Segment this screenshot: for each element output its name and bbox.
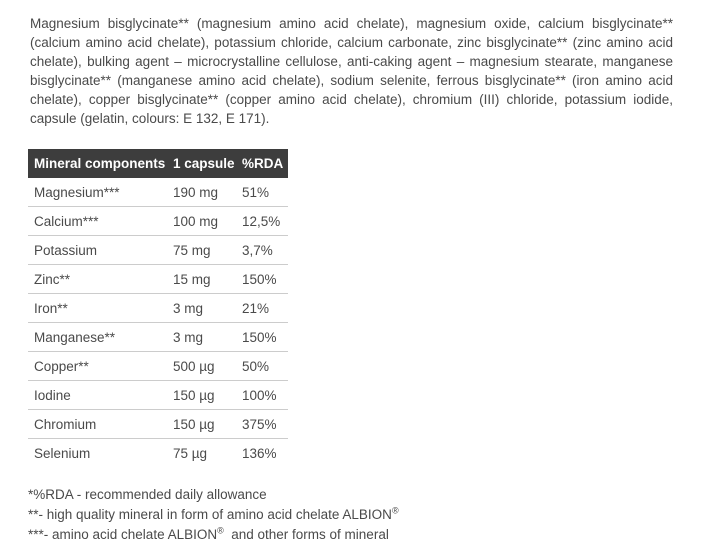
cell-mineral: Chromium (34, 416, 97, 432)
footnote-triple-asterisk: ***- amino acid chelate ALBION® and othe… (28, 525, 673, 545)
minerals-table: Mineral components 1 capsule %RDA Magnes… (28, 149, 288, 468)
cell-amount: 15 mg (173, 271, 211, 287)
table-row-zinc: Zinc** 15 mg 150% (28, 265, 288, 294)
cell-rda: 12,5% (242, 213, 281, 229)
footnote-rda: *%RDA - recommended daily allowance (28, 485, 673, 505)
footnote-triple-asterisk-tail: and other forms of mineral (223, 527, 389, 542)
cell-amount: 75 µg (173, 446, 208, 461)
table-row-chromium: Chromium 150 µg 375% (28, 410, 288, 439)
cell-mineral: Copper** (34, 358, 89, 374)
table-row-calcium: Calcium*** 100 mg 12,5% (28, 207, 288, 236)
table-row-copper: Copper** 500 µg 50% (28, 352, 288, 381)
footnote-double-asterisk-text: **- high quality mineral in form of amin… (28, 507, 392, 522)
cell-rda: 150% (242, 271, 277, 287)
footnotes: *%RDA - recommended daily allowance **- … (28, 485, 673, 545)
cell-mineral: Zinc** (34, 271, 71, 287)
cell-amount: 100 mg (173, 213, 219, 229)
table-row-manganese: Manganese** 3 mg 150% (28, 323, 288, 352)
cell-mineral: Manganese** (34, 329, 116, 345)
cell-rda: 150% (242, 329, 277, 345)
cell-rda: 100% (242, 387, 277, 403)
cell-mineral: Iron** (34, 300, 68, 316)
table-row-magnesium: Magnesium*** 190 mg 51% (28, 178, 288, 207)
cell-amount: 190 mg (173, 184, 219, 200)
cell-mineral: Selenium (34, 446, 91, 461)
header-mineral-components: Mineral components (34, 156, 166, 171)
table-row-potassium: Potassium 75 mg 3,7% (28, 236, 288, 265)
cell-mineral: Calcium*** (34, 213, 99, 229)
cell-amount: 150 µg (173, 387, 215, 403)
cell-amount: 150 µg (173, 416, 215, 432)
cell-rda: 51% (242, 184, 270, 200)
header-1-capsule: 1 capsule (173, 156, 235, 171)
cell-rda: 21% (242, 300, 270, 316)
cell-rda: 3,7% (242, 242, 273, 258)
cell-mineral: Magnesium*** (34, 184, 120, 200)
footnote-rda-text: *%RDA - recommended daily allowance (28, 487, 267, 502)
registered-mark: ® (391, 505, 399, 516)
cell-rda: 50% (242, 358, 270, 374)
table-header-row: Mineral components 1 capsule %RDA (28, 149, 288, 178)
footnote-triple-asterisk-text: ***- amino acid chelate ALBION (28, 527, 218, 542)
cell-mineral: Iodine (34, 387, 71, 403)
table-row-iodine: Iodine 150 µg 100% (28, 381, 288, 410)
cell-amount: 500 µg (173, 358, 215, 374)
cell-amount: 3 mg (173, 329, 204, 345)
cell-amount: 75 mg (173, 242, 211, 258)
cell-mineral: Potassium (34, 242, 98, 258)
registered-mark: ® (217, 525, 224, 536)
cell-rda: 375% (242, 416, 277, 432)
header-rda: %RDA (242, 156, 284, 171)
cell-amount: 3 mg (173, 300, 204, 316)
table-row-iron: Iron** 3 mg 21% (28, 294, 288, 323)
ingredients-paragraph: Magnesium bisglycinate** (magnesium amin… (30, 16, 673, 126)
table-row-selenium: Selenium 75 µg 136% (28, 439, 288, 468)
footnote-double-asterisk: **- high quality mineral in form of amin… (28, 505, 673, 525)
cell-rda: 136% (242, 446, 277, 461)
